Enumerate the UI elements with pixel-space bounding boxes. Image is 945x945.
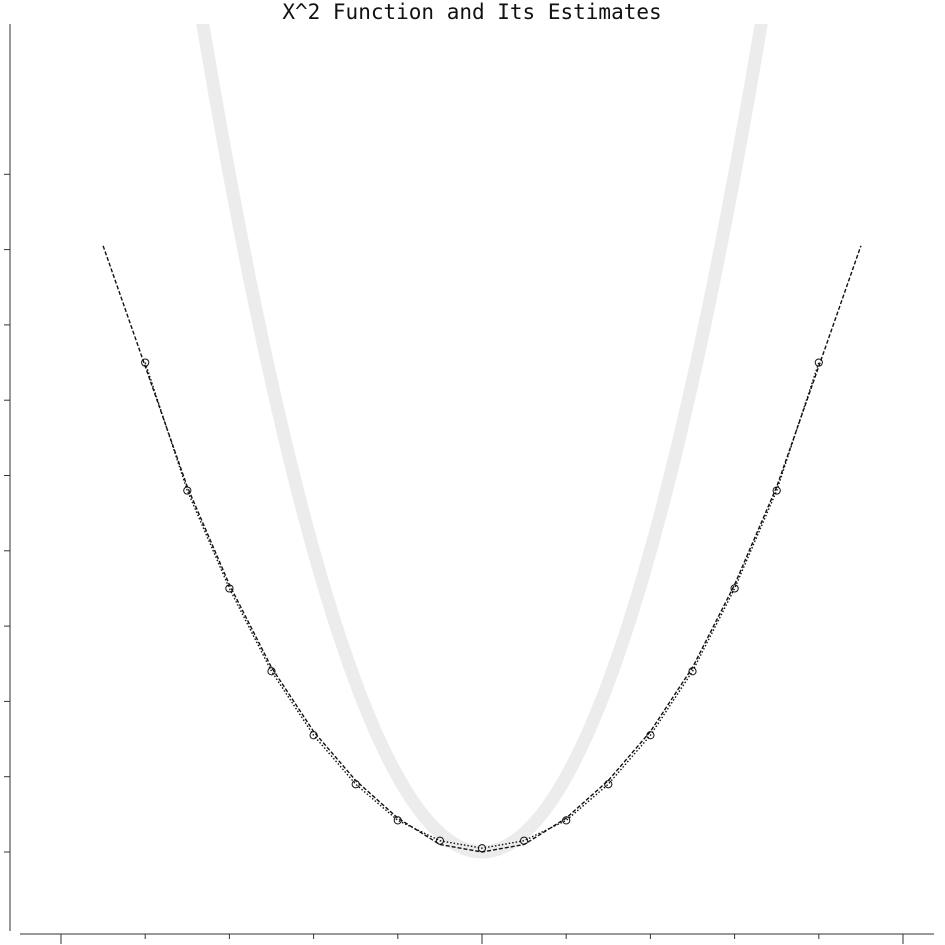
series-true-function-line	[196, 24, 768, 859]
series-dotted-estimate-line	[144, 362, 820, 849]
data-point-marker	[646, 731, 655, 740]
data-point-marker	[604, 780, 613, 789]
data-point-marker	[309, 731, 318, 740]
data-point-marker	[477, 844, 487, 853]
chart-title: X^2 Function and Its Estimates	[282, 0, 661, 24]
series-dashed-estimate-line	[102, 245, 862, 853]
data-point-marker	[730, 584, 739, 593]
plot-area	[4, 24, 934, 944]
data-point-marker	[351, 780, 360, 789]
data-point-marker	[435, 836, 444, 845]
data-point-marker	[141, 358, 150, 367]
data-point-marker	[267, 667, 276, 676]
data-point-marker	[814, 358, 823, 367]
data-point-marker	[183, 486, 192, 495]
data-point-marker	[772, 486, 781, 495]
data-point-marker	[225, 584, 234, 593]
data-point-marker	[520, 836, 529, 845]
data-point-marker	[562, 816, 571, 825]
data-point-marker	[393, 816, 402, 825]
data-point-marker	[688, 667, 697, 676]
